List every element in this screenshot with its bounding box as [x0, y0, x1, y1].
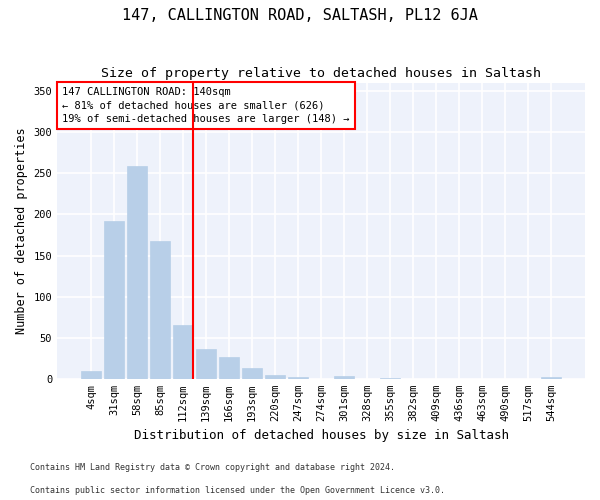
- Bar: [288, 377, 308, 379]
- Bar: [104, 221, 124, 379]
- Text: Contains public sector information licensed under the Open Government Licence v3: Contains public sector information licen…: [30, 486, 445, 495]
- Text: 147, CALLINGTON ROAD, SALTASH, PL12 6JA: 147, CALLINGTON ROAD, SALTASH, PL12 6JA: [122, 8, 478, 22]
- X-axis label: Distribution of detached houses by size in Saltash: Distribution of detached houses by size …: [134, 430, 509, 442]
- Bar: [265, 374, 285, 379]
- Bar: [81, 370, 101, 379]
- Bar: [196, 349, 216, 379]
- Title: Size of property relative to detached houses in Saltash: Size of property relative to detached ho…: [101, 68, 541, 80]
- Text: Contains HM Land Registry data © Crown copyright and database right 2024.: Contains HM Land Registry data © Crown c…: [30, 464, 395, 472]
- Bar: [127, 166, 147, 379]
- Bar: [541, 377, 561, 379]
- Bar: [219, 358, 239, 379]
- Bar: [173, 326, 193, 379]
- Bar: [242, 368, 262, 379]
- Bar: [334, 376, 354, 379]
- Y-axis label: Number of detached properties: Number of detached properties: [15, 128, 28, 334]
- Text: 147 CALLINGTON ROAD: 140sqm
← 81% of detached houses are smaller (626)
19% of se: 147 CALLINGTON ROAD: 140sqm ← 81% of det…: [62, 88, 350, 124]
- Bar: [380, 378, 400, 379]
- Bar: [150, 241, 170, 379]
